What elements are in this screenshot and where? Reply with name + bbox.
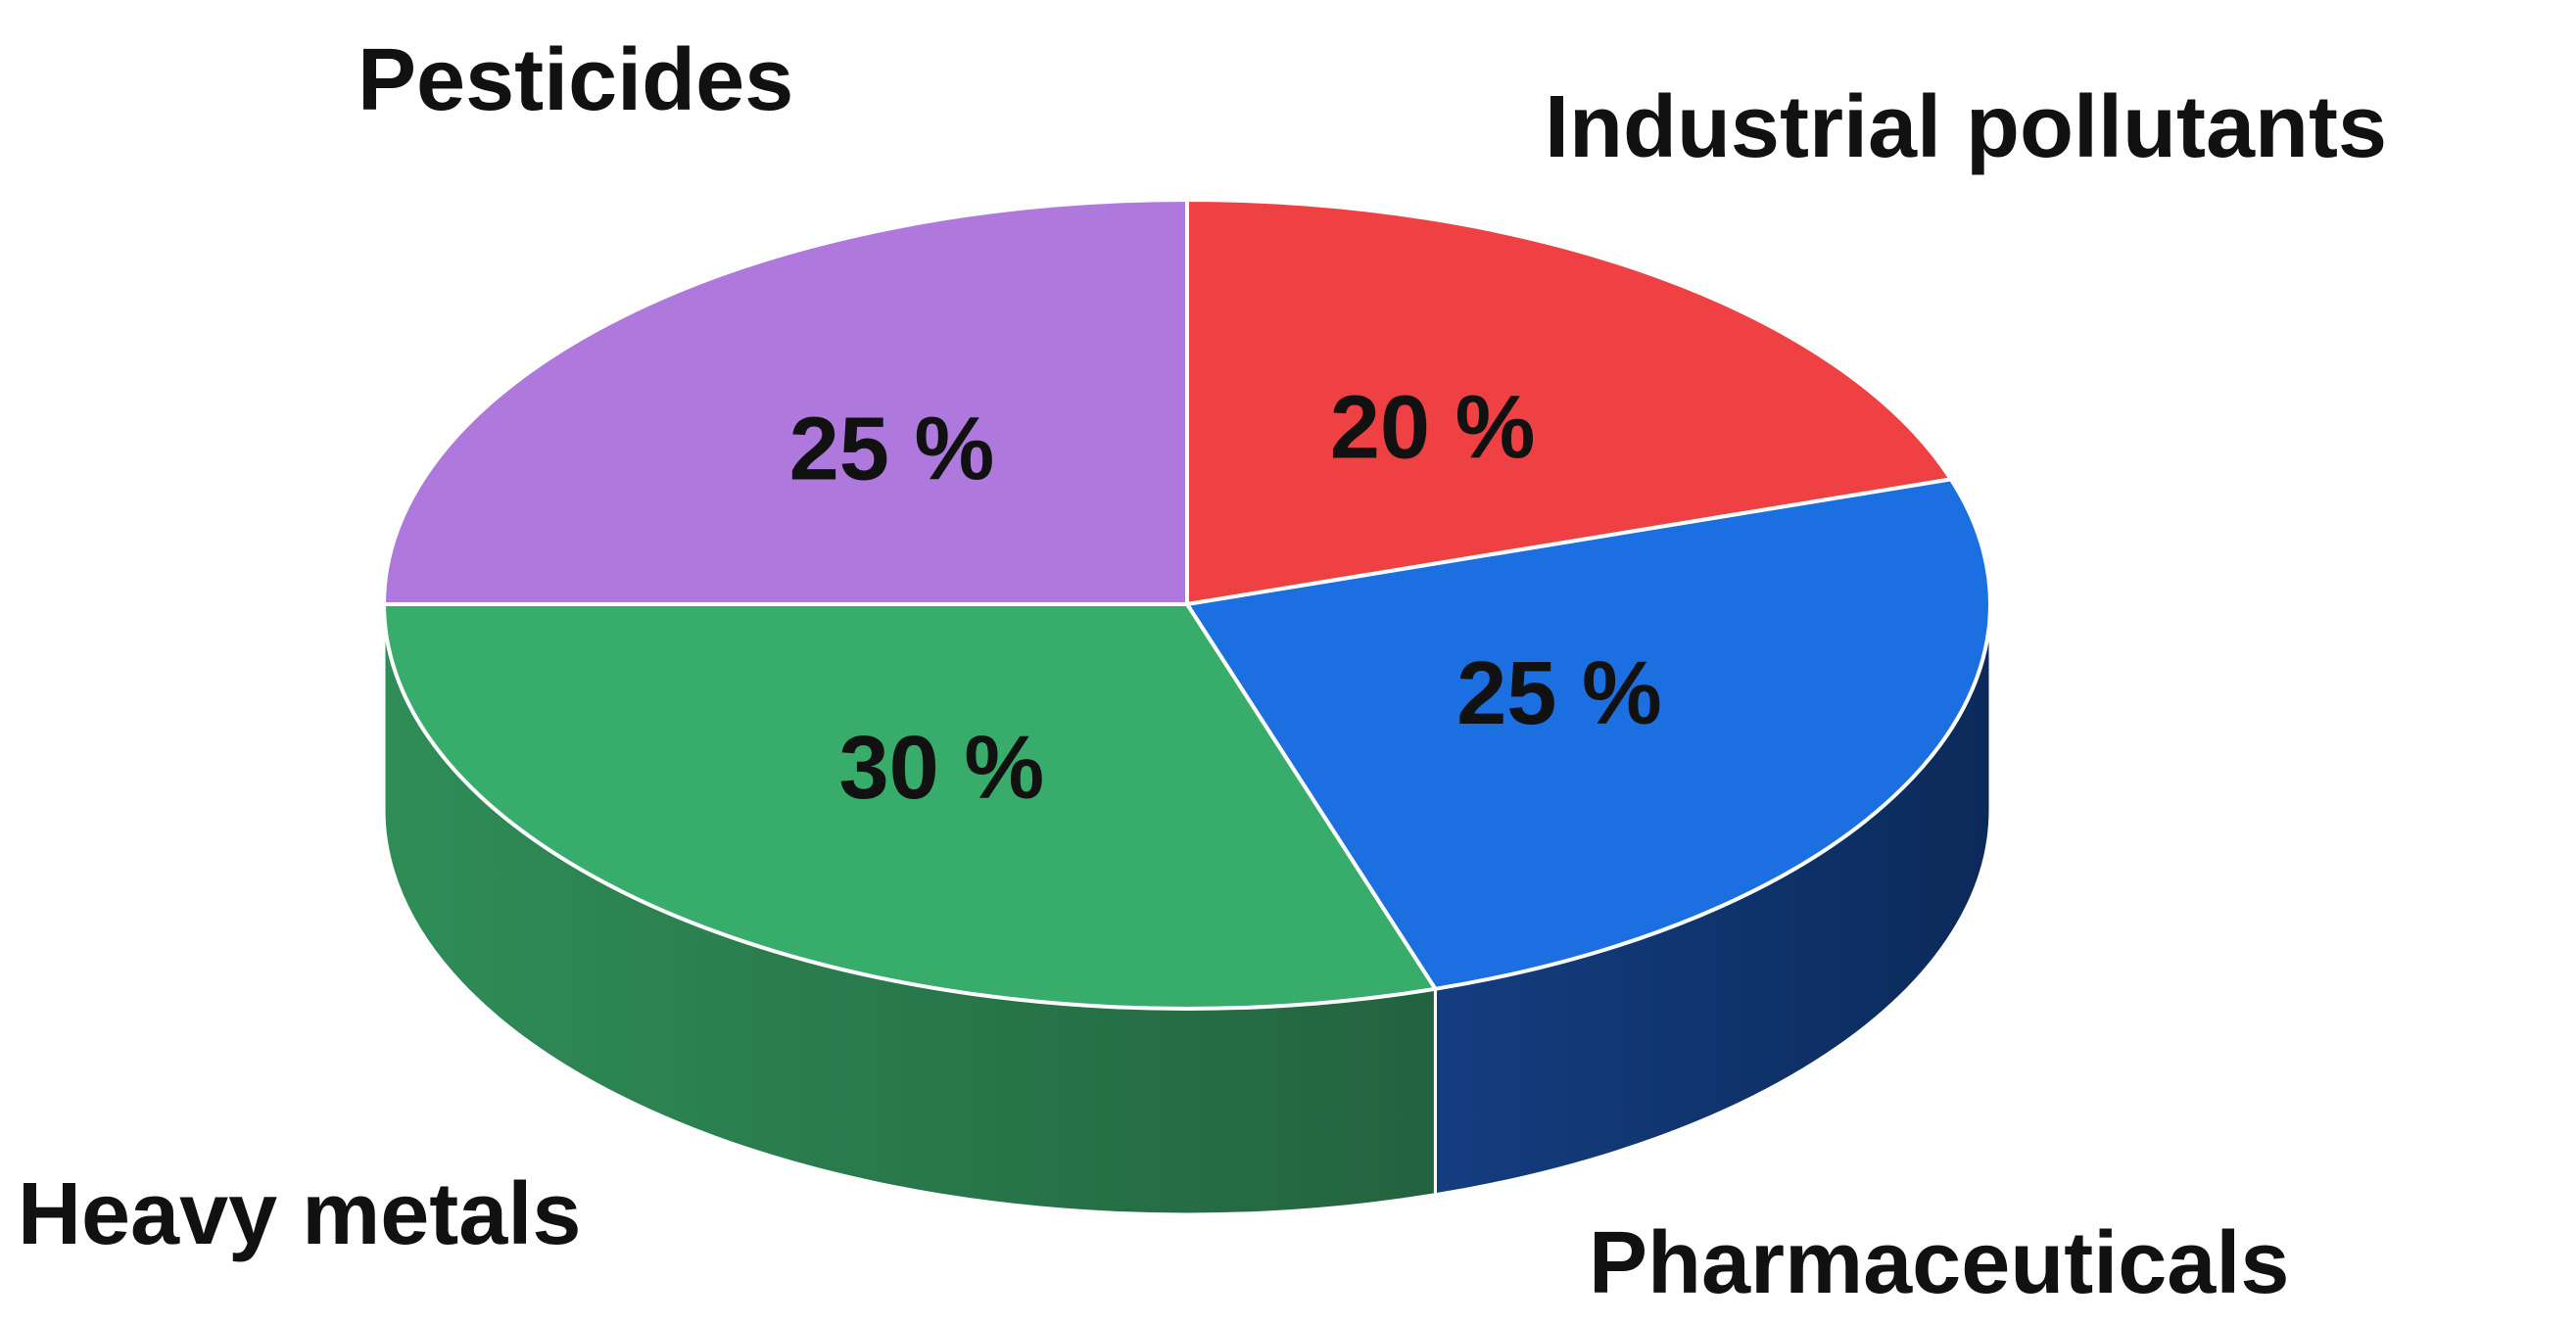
pie-slice-industrial-pollutants (1185, 198, 1953, 606)
value-label-pesticides: 25 % (789, 399, 995, 498)
value-label-industrial-pollutants: 20 % (1330, 378, 1536, 478)
value-label-pharmaceuticals: 25 % (1456, 643, 1662, 743)
category-label-pesticides: Pesticides (358, 31, 793, 129)
pie-slice-pharmaceuticals (1185, 477, 1992, 991)
category-label-heavy-metals: Heavy metals (18, 1165, 581, 1263)
category-label-pharmaceuticals: Pharmaceuticals (1589, 1214, 2289, 1312)
pie-slice-pesticides (382, 198, 1189, 606)
category-label-industrial-pollutants: Industrial pollutants (1545, 78, 2387, 176)
pie-labels: 20 % 25 % 30 % 25 % Industrial pollutants Pha… (18, 31, 2387, 1312)
pie-top (382, 198, 1992, 1011)
value-label-heavy-metals: 30 % (839, 718, 1045, 818)
pie-slice-heavy-metals (382, 602, 1438, 1011)
